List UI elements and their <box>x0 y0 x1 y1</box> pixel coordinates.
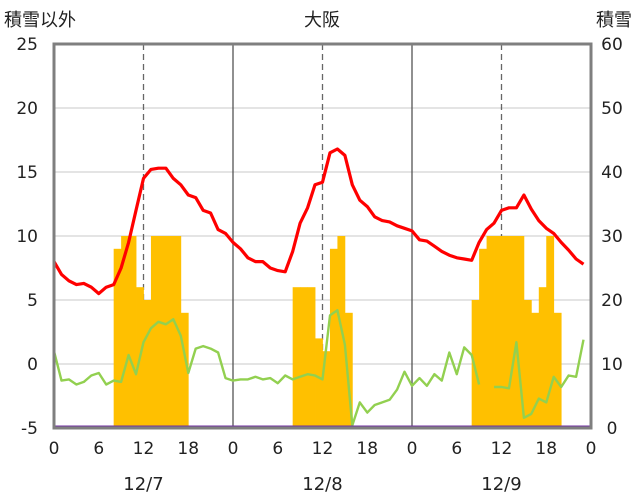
date-labels: 12/7 12/8 12/9 <box>123 474 521 495</box>
snow-bar <box>538 287 547 428</box>
y-right-tick-label: 10 <box>601 355 623 375</box>
y-left-ticks: 25 20 15 10 5 0 -5 <box>16 35 38 439</box>
x-tick-label: 0 <box>407 439 418 459</box>
x-ticks: 0 6 12 18 0 6 12 18 0 6 12 18 0 <box>49 439 597 459</box>
snow-bar <box>173 236 182 428</box>
snow-bar <box>546 236 555 428</box>
snow-bar <box>150 236 159 428</box>
y-left-tick-label: 0 <box>27 355 38 375</box>
snow-bar <box>531 312 540 428</box>
y-left-tick-label: 5 <box>27 291 38 311</box>
snow-bar <box>315 338 323 428</box>
x-tick-label: 6 <box>93 439 104 459</box>
y-left-label: 積雪以外 <box>4 10 76 31</box>
x-tick-label: 0 <box>228 439 239 459</box>
snow-bar <box>121 236 129 428</box>
y-left-tick-label: 20 <box>16 99 38 119</box>
x-tick-label: 0 <box>586 439 597 459</box>
snow-bar <box>128 236 137 428</box>
snow-bar <box>292 287 301 428</box>
snow-bar <box>486 236 495 428</box>
snow-bar <box>158 236 167 428</box>
snow-bar <box>494 236 502 428</box>
x-tick-label: 0 <box>49 439 60 459</box>
green-series-line <box>52 309 585 427</box>
x-tick-label: 18 <box>535 439 557 459</box>
snow-bar <box>508 236 517 428</box>
y-right-label: 積雪 <box>596 10 632 31</box>
y-right-tick-label: 0 <box>607 419 618 439</box>
y-right-tick-label: 60 <box>601 35 623 55</box>
snow-bar <box>113 248 122 428</box>
snow-bars <box>113 236 562 428</box>
y-left-tick-label: 10 <box>16 227 38 247</box>
plot-border <box>52 42 593 430</box>
x-tick-label: 18 <box>177 439 199 459</box>
snow-bar <box>322 351 331 428</box>
snow-bar <box>307 287 316 428</box>
snow-bar <box>344 312 353 428</box>
y-right-tick-label: 50 <box>601 99 623 119</box>
snow-bar <box>300 287 308 428</box>
snow-bar <box>180 312 189 428</box>
y-right-tick-label: 30 <box>601 227 623 247</box>
snow-bar <box>143 300 152 428</box>
snow-bar <box>479 248 487 428</box>
x-tick-label: 12 <box>312 439 334 459</box>
y-left-tick-label: 15 <box>16 163 38 183</box>
snow-bar <box>553 312 562 428</box>
date-label: 12/8 <box>302 474 342 495</box>
plot-frame <box>52 42 593 430</box>
date-label: 12/7 <box>123 474 163 495</box>
snow-bar <box>501 236 510 428</box>
chart-title: 大阪 <box>304 10 340 31</box>
y-right-ticks: 60 50 40 30 20 10 0 <box>601 35 623 439</box>
y-right-tick-label: 20 <box>601 291 623 311</box>
x-tick-label: 12 <box>133 439 155 459</box>
snow-bar <box>523 300 532 428</box>
red-series-line <box>52 147 585 296</box>
y-right-tick-label: 40 <box>601 163 623 183</box>
x-tick-label: 6 <box>272 439 283 459</box>
date-label: 12/9 <box>481 474 521 495</box>
snow-bar <box>165 236 174 428</box>
snow-bar <box>471 300 480 428</box>
x-tick-label: 6 <box>451 439 462 459</box>
x-tick-label: 12 <box>491 439 513 459</box>
x-tick-label: 18 <box>356 439 378 459</box>
y-left-tick-label: 25 <box>16 35 38 55</box>
snow-bar <box>516 236 525 428</box>
y-left-tick-label: -5 <box>21 419 38 439</box>
snow-bar <box>329 248 338 428</box>
